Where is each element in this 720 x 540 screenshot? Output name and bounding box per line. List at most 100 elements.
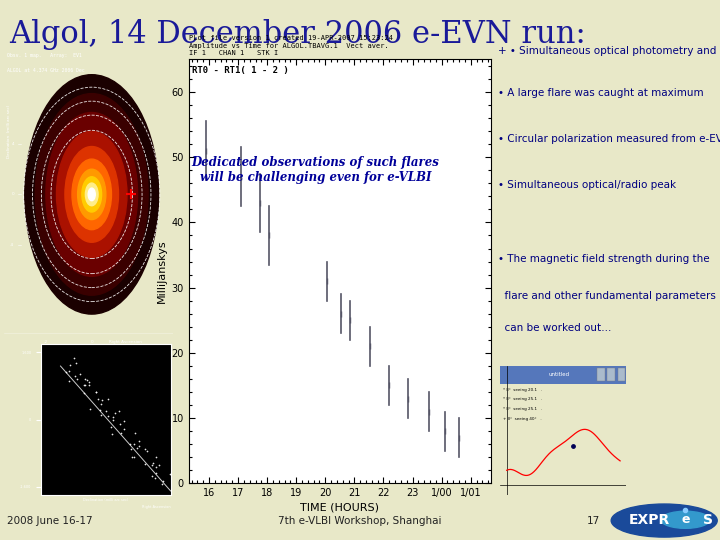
Point bbox=[95, 411, 107, 420]
Text: EXPR: EXPR bbox=[629, 513, 670, 527]
Point bbox=[113, 407, 125, 415]
Circle shape bbox=[661, 511, 710, 528]
Bar bbox=[618, 368, 625, 381]
Text: • A large flare was caught at maximum: • A large flare was caught at maximum bbox=[498, 88, 703, 98]
Point bbox=[128, 453, 140, 461]
Text: IF 1   CHAN 1   STK I: IF 1 CHAN 1 STK I bbox=[189, 50, 278, 56]
Point bbox=[60, 368, 72, 377]
Point bbox=[130, 428, 141, 437]
Bar bbox=[608, 368, 615, 381]
Text: can be worked out…: can be worked out… bbox=[498, 323, 611, 333]
Point bbox=[105, 423, 117, 431]
Point bbox=[118, 417, 130, 426]
Text: Algol, 14 December 2006 e-EVN run:: Algol, 14 December 2006 e-EVN run: bbox=[9, 19, 586, 50]
Point bbox=[74, 369, 86, 378]
Point bbox=[150, 469, 162, 478]
Point bbox=[78, 381, 90, 389]
Point bbox=[79, 381, 91, 390]
Point bbox=[115, 429, 127, 437]
Point bbox=[107, 430, 118, 438]
Point bbox=[142, 447, 153, 456]
Bar bbox=[598, 368, 605, 381]
X-axis label: TIME (HOURS): TIME (HOURS) bbox=[300, 502, 379, 512]
Text: PLot file version 1 created 19-APR-2007 15:23:24: PLot file version 1 created 19-APR-2007 … bbox=[189, 35, 392, 41]
Point bbox=[150, 474, 161, 483]
Text: + • Simultaneous optical photometry and e-EVN obs.: + • Simultaneous optical photometry and … bbox=[498, 46, 720, 56]
Text: S: S bbox=[703, 513, 714, 527]
Text: • Simultaneous optical/radio peak: • Simultaneous optical/radio peak bbox=[498, 180, 676, 190]
Text: * II°  seeing 20.1   .: * II° seeing 20.1 . bbox=[503, 388, 542, 392]
Text: e: e bbox=[681, 514, 690, 526]
Point bbox=[71, 375, 83, 383]
Point bbox=[91, 388, 102, 396]
Circle shape bbox=[82, 177, 102, 212]
Text: Right Ascension: Right Ascension bbox=[109, 340, 143, 344]
Text: Declination (milli arc sec): Declination (milli arc sec) bbox=[83, 498, 129, 503]
Text: flare and other fundamental parameters: flare and other fundamental parameters bbox=[498, 291, 716, 301]
Point bbox=[125, 445, 136, 454]
Point bbox=[84, 404, 96, 413]
Point bbox=[94, 406, 105, 414]
Point bbox=[84, 381, 95, 389]
Text: 0: 0 bbox=[12, 192, 14, 197]
Point bbox=[68, 354, 80, 363]
Circle shape bbox=[56, 131, 127, 258]
Point bbox=[107, 416, 118, 424]
Circle shape bbox=[78, 169, 106, 220]
Text: untitled: untitled bbox=[549, 372, 570, 377]
Text: RT0 - RT1( 1 - 2 ): RT0 - RT1( 1 - 2 ) bbox=[192, 66, 289, 75]
Text: Declination  (milli arc sec): Declination (milli arc sec) bbox=[7, 105, 11, 158]
Point bbox=[101, 407, 112, 416]
Circle shape bbox=[46, 112, 138, 276]
Text: 17: 17 bbox=[587, 516, 600, 525]
Text: 0: 0 bbox=[91, 340, 93, 344]
Circle shape bbox=[35, 93, 148, 295]
Text: Right Ascension: Right Ascension bbox=[142, 505, 171, 509]
Circle shape bbox=[72, 159, 112, 230]
Point bbox=[124, 440, 135, 448]
Point bbox=[153, 461, 165, 470]
Text: ALGOL at 4.374 GHz 2006 Dec: ALGOL at 4.374 GHz 2006 Dec bbox=[7, 69, 85, 73]
Point bbox=[156, 480, 168, 488]
Point bbox=[63, 376, 75, 385]
Point bbox=[139, 444, 150, 453]
Text: * II°  seeing 25.1   .: * II° seeing 25.1 . bbox=[503, 397, 542, 401]
Text: • Circular polarization measured from e-EVN data: • Circular polarization measured from e-… bbox=[498, 134, 720, 144]
Point bbox=[63, 367, 75, 375]
Point bbox=[103, 394, 114, 403]
Circle shape bbox=[86, 183, 98, 206]
Point bbox=[133, 441, 145, 450]
Point bbox=[133, 437, 145, 445]
Point bbox=[146, 472, 158, 481]
Text: Dedicated observations of such flares
will be challenging even for e-VLBI: Dedicated observations of such flares wi… bbox=[192, 156, 440, 184]
Point bbox=[118, 425, 130, 434]
Point bbox=[150, 463, 161, 471]
Point bbox=[109, 409, 121, 417]
Y-axis label: MilliJanskys: MilliJanskys bbox=[157, 240, 167, 303]
Point bbox=[146, 460, 158, 469]
Point bbox=[65, 361, 76, 370]
Point bbox=[126, 452, 138, 461]
Bar bbox=[500, 366, 626, 384]
Point bbox=[90, 388, 102, 396]
Text: • The magnetic field strength during the: • The magnetic field strength during the bbox=[498, 254, 709, 264]
Point bbox=[96, 400, 107, 408]
Text: + II°  seeing 40°   .: + II° seeing 40° . bbox=[503, 417, 541, 421]
Point bbox=[96, 395, 108, 404]
Text: Amplitude vs Time for ALGOL.TBAVG.1  Vect aver.: Amplitude vs Time for ALGOL.TBAVG.1 Vect… bbox=[189, 43, 388, 49]
Text: 4: 4 bbox=[12, 142, 14, 146]
Point bbox=[165, 469, 176, 478]
Point bbox=[80, 374, 91, 383]
Point bbox=[114, 420, 126, 428]
Text: -2: -2 bbox=[44, 340, 48, 344]
Circle shape bbox=[65, 146, 119, 242]
Point bbox=[81, 376, 93, 384]
Text: Obsv. 1 map.   Array:  EV1: Obsv. 1 map. Array: EV1 bbox=[7, 53, 82, 58]
Point bbox=[83, 378, 94, 387]
Ellipse shape bbox=[611, 504, 717, 537]
Text: -4: -4 bbox=[10, 243, 14, 247]
Text: 7th e-VLBI Workshop, Shanghai: 7th e-VLBI Workshop, Shanghai bbox=[278, 516, 442, 525]
Text: 2008 June 16-17: 2008 June 16-17 bbox=[7, 516, 93, 525]
Text: * II°  seeing 25.1   .: * II° seeing 25.1 . bbox=[503, 407, 542, 411]
Point bbox=[148, 458, 159, 467]
